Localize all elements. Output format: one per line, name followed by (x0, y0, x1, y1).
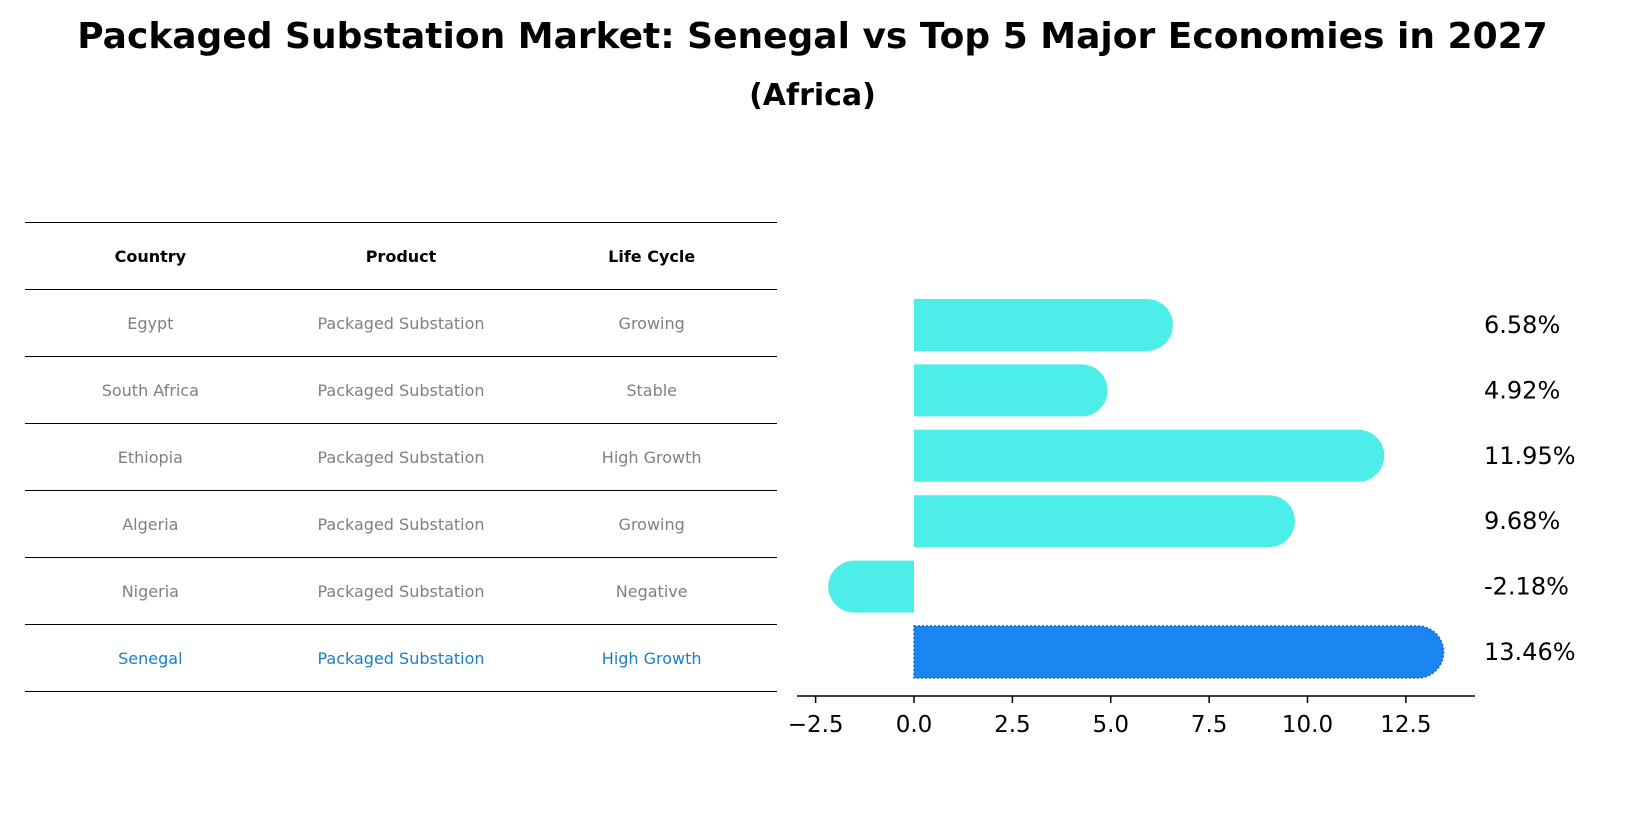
chart-title: Packaged Substation Market: Senegal vs T… (77, 16, 1548, 57)
table-header-row: Country Product Life Cycle (25, 222, 777, 290)
x-tick-label: 5.0 (1092, 712, 1129, 738)
chart-subtitle: (Africa) (749, 78, 876, 113)
data-label: -2.18% (1484, 573, 1569, 601)
data-label: 6.58% (1484, 311, 1560, 339)
data-label: 13.46% (1484, 638, 1576, 666)
cell-life-cycle: High Growth (601, 447, 702, 467)
cell-product: Packaged Substation (317, 447, 485, 467)
table-row: Nigeria Packaged Substation Negative (25, 558, 777, 625)
data-table: Country Product Life Cycle Egypt Package… (25, 222, 777, 692)
bar-nigeria (828, 560, 914, 613)
header-product: Product (365, 246, 437, 266)
cell-country: South Africa (101, 380, 199, 400)
cell-product: Packaged Substation (317, 313, 485, 333)
header-life-cycle: Life Cycle (608, 246, 696, 266)
header-country: Country (114, 246, 187, 266)
cell-product: Packaged Substation (317, 514, 485, 534)
cell-product: Packaged Substation (317, 581, 485, 601)
x-tick-label: 7.5 (1191, 712, 1228, 738)
cell-product: Packaged Substation (317, 648, 485, 668)
table-row: Ethiopia Packaged Substation High Growth (25, 424, 777, 491)
data-label: 4.92% (1484, 376, 1560, 404)
table-row: South Africa Packaged Substation Stable (25, 357, 777, 424)
bar-ethiopia (914, 429, 1385, 482)
bar-egypt (914, 299, 1173, 351)
cell-life-cycle: High Growth (601, 648, 702, 668)
cell-life-cycle: Growing (618, 313, 685, 333)
cell-country: Algeria (122, 514, 179, 534)
cell-country: Senegal (118, 648, 183, 668)
cell-life-cycle: Stable (626, 380, 678, 400)
cell-life-cycle: Negative (615, 581, 688, 601)
x-tick-label: 10.0 (1282, 712, 1333, 738)
cell-country: Ethiopia (117, 447, 183, 467)
x-tick-label: 0.0 (896, 712, 933, 738)
cell-country: Egypt (127, 313, 174, 333)
bar-south-africa (914, 364, 1108, 417)
data-label: 9.68% (1484, 507, 1560, 535)
table-row-highlighted: Senegal Packaged Substation High Growth (25, 625, 777, 692)
bar-senegal (913, 625, 1445, 679)
x-tick-label: 12.5 (1380, 712, 1431, 738)
data-label: 11.95% (1484, 442, 1576, 470)
table-row: Algeria Packaged Substation Growing (25, 491, 777, 558)
bar-algeria (914, 495, 1295, 548)
cell-life-cycle: Growing (618, 514, 685, 534)
x-tick-label: −2.5 (788, 712, 844, 738)
cell-product: Packaged Substation (317, 380, 485, 400)
x-tick-label: 2.5 (994, 712, 1031, 738)
cell-country: Nigeria (121, 581, 179, 601)
table-row: Egypt Packaged Substation Growing (25, 290, 777, 357)
